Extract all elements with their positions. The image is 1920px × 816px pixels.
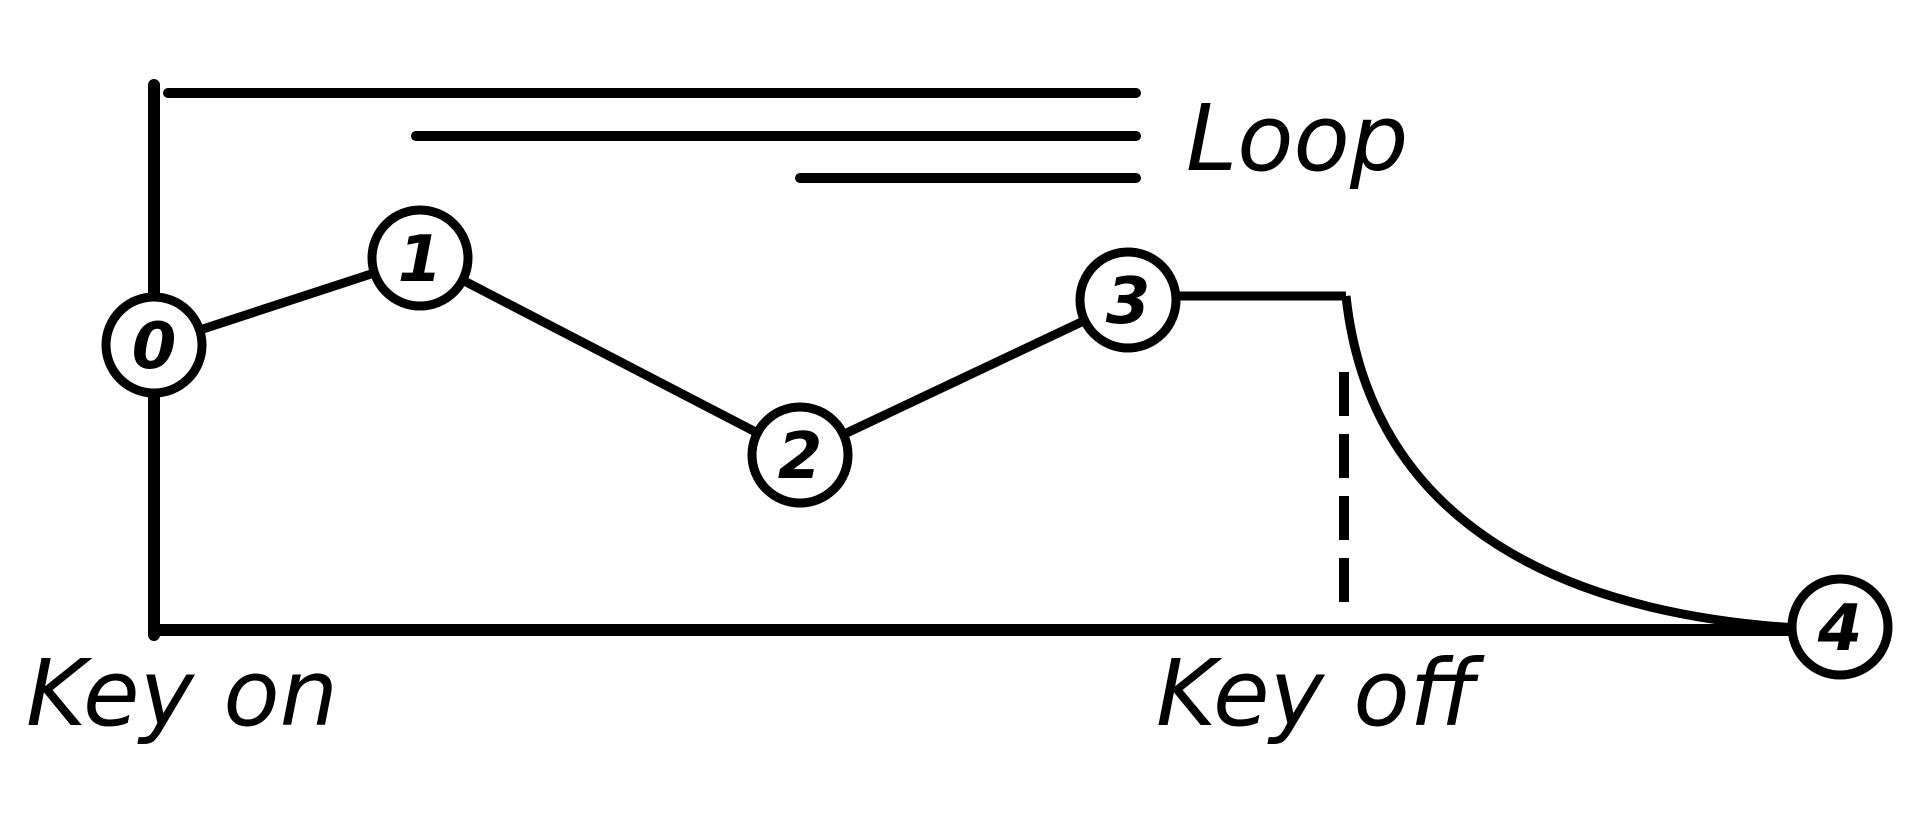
envelope-segment-2-3 [798,295,1130,460]
node-0-label: 0 [132,310,177,384]
envelope-segment-1-2 [417,254,803,459]
node-3: 3 [1075,247,1181,353]
node-4-circle [1787,574,1893,680]
node-1-label: 1 [398,223,443,297]
key-on-label: Key on [26,640,338,747]
node-1: 1 [367,205,473,311]
node-4: 4 [1787,574,1893,680]
key-off-label: Key off [1156,640,1485,747]
envelope-release-curve [1341,295,1849,635]
node-0-circle [101,292,207,398]
loop-label: Loop [1186,85,1408,192]
node-2-label: 2 [778,420,823,494]
node-2: 2 [747,402,853,508]
node-4-label: 4 [1817,592,1863,666]
node-2-circle [747,402,853,508]
node-3-circle [1075,247,1181,353]
node-3-label: 3 [1106,265,1151,339]
node-1-circle [367,205,473,311]
node-0: 0 [101,292,207,398]
